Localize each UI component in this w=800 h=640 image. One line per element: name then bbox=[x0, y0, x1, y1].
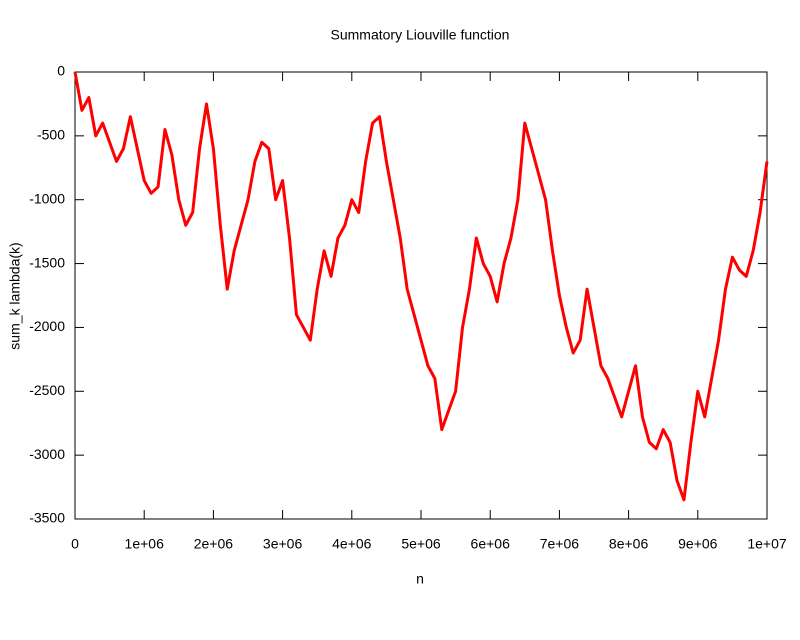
y-tick-label: -500 bbox=[37, 127, 65, 143]
y-tick-label: -3000 bbox=[29, 446, 65, 462]
x-tick-label: 9e+06 bbox=[678, 536, 718, 552]
x-tick-label: 6e+06 bbox=[471, 536, 511, 552]
x-tick-label: 7e+06 bbox=[540, 536, 580, 552]
y-tick-label: -1000 bbox=[29, 190, 65, 206]
x-tick-label: 2e+06 bbox=[194, 536, 234, 552]
x-tick-label: 1e+07 bbox=[747, 536, 787, 552]
y-tick-label: -3500 bbox=[29, 510, 65, 526]
y-tick-label: -1500 bbox=[29, 254, 65, 270]
x-tick-label: 8e+06 bbox=[609, 536, 649, 552]
data-line bbox=[73, 71, 769, 502]
x-tick-label: 1e+06 bbox=[125, 536, 165, 552]
y-tick-label: -2500 bbox=[29, 382, 65, 398]
x-tick-label: 3e+06 bbox=[263, 536, 303, 552]
y-tick-label: -2000 bbox=[29, 318, 65, 334]
x-tick-label: 4e+06 bbox=[332, 536, 372, 552]
y-tick-label: 0 bbox=[57, 63, 65, 79]
x-axis-label: n bbox=[416, 571, 424, 587]
x-tick-label: 5e+06 bbox=[401, 536, 441, 552]
chart-title: Summatory Liouville function bbox=[331, 27, 510, 43]
y-axis-label: sum_k lambda(k) bbox=[7, 242, 23, 349]
x-tick-label: 0 bbox=[71, 536, 79, 552]
